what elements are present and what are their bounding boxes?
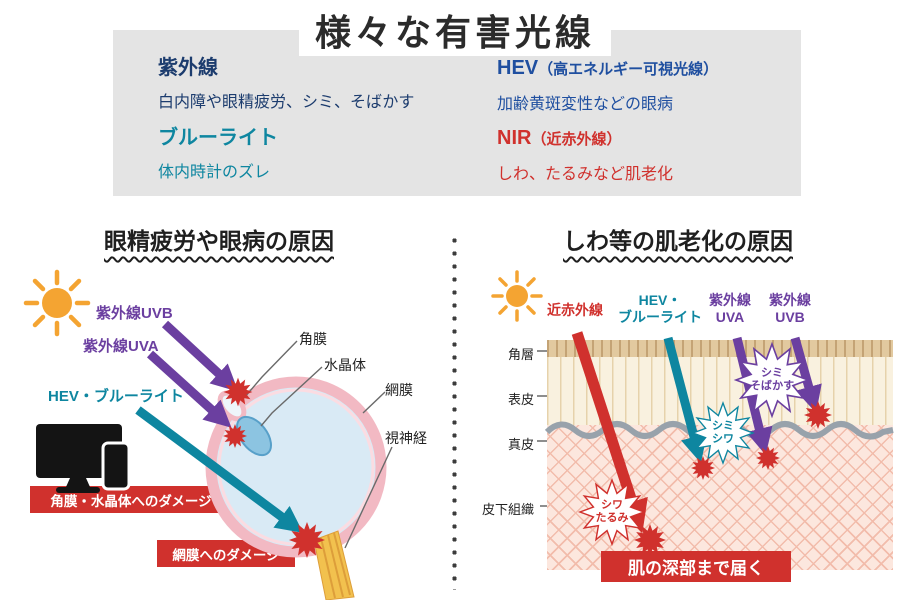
skin-depth-badge: 肌の深部まで届く xyxy=(601,551,791,582)
eye-diagram xyxy=(205,376,387,600)
eye-label-cornea: 角膜 xyxy=(299,331,327,347)
ray-label-line: ブルーライト xyxy=(618,309,702,325)
ray-label-line: 紫外線 xyxy=(709,292,751,308)
skin-label-dermis: 真皮 xyxy=(507,437,534,452)
starburst-icon xyxy=(223,424,247,448)
eye-label-optic-nerve: 視神経 xyxy=(385,430,427,446)
damage-badge-cornea-lens: 角膜・水晶体へのダメージ xyxy=(30,486,232,513)
overview-item-name: HEV （高エネルギー可視光線） xyxy=(497,56,718,82)
optic-nerve xyxy=(313,530,355,600)
sun-icon xyxy=(23,269,91,337)
skin-layer-stratum-corneum xyxy=(547,340,893,357)
overview-item-hev: HEV （高エネルギー可視光線） 加齢黄斑変性などの眼病 xyxy=(497,56,718,114)
sun-icon xyxy=(491,270,543,322)
overview-name-text: NIR xyxy=(497,127,532,149)
overview-item-desc: 体内時計のズレ xyxy=(158,164,271,181)
overview-item-desc: 加齢黄斑変性などの眼病 xyxy=(497,96,674,113)
lens xyxy=(236,415,272,457)
skin-label-lines xyxy=(537,350,547,507)
burst-label-spots-freckles: シミ そばかす xyxy=(742,367,802,392)
ray-label-hev-bluelight: HEV・ ブルーライト xyxy=(618,292,702,326)
starburst-icon xyxy=(223,377,253,407)
burst-label-spots-wrinkles: シミ シワ xyxy=(693,420,753,445)
ray-label-uva: 紫外線 UVA xyxy=(702,292,758,326)
overview-item-name: NIR （近赤外線） xyxy=(497,126,673,152)
ray-label-hev-bluelight: HEV・ブルーライト xyxy=(48,388,184,405)
burst-label-line: シワ xyxy=(712,432,734,445)
burst-label-line: シミ xyxy=(712,420,734,432)
monitor-icon xyxy=(36,424,122,493)
dotted-divider xyxy=(452,234,457,590)
eye-label-lines xyxy=(243,340,393,549)
eye-label-lens: 水晶体 xyxy=(324,357,366,373)
uvb-arrow xyxy=(161,320,239,392)
right-section-heading: しわ等の肌老化の原因 xyxy=(563,228,793,254)
ray-label-line: 紫外線 xyxy=(769,292,811,308)
overview-item-name: ブルーライト xyxy=(158,126,278,150)
overview-item-desc: しわ、たるみなど肌老化 xyxy=(497,166,674,183)
page-title: 様々な有害光線 xyxy=(298,4,612,56)
overview-panel xyxy=(113,30,801,196)
damage-badge-retina: 網膜へのダメージ xyxy=(157,540,295,567)
overview-name-text: ブルーライト xyxy=(158,127,278,149)
ray-label-line: 近赤外線 xyxy=(547,302,603,318)
skin-layer-epidermis xyxy=(547,357,893,425)
smartphone-icon xyxy=(101,441,131,491)
overview-item-uv: 紫外線 白内障や眼精疲労、シミ、そばかす xyxy=(158,56,414,112)
skin-label-subcutis: 皮下組織 xyxy=(481,502,534,517)
ray-label-line: HEV・ xyxy=(638,292,682,308)
overview-item-name: 紫外線 xyxy=(158,56,414,80)
overview-item-nir: NIR （近赤外線） しわ、たるみなど肌老化 xyxy=(497,126,673,184)
ray-label-uva: 紫外線UVA xyxy=(83,338,159,355)
burst-label-wrinkles-sagging: シワ たるみ xyxy=(582,499,642,524)
overview-name-text: HEV xyxy=(497,57,539,79)
skin-label-stratum-corneum: 角層 xyxy=(507,347,534,362)
ray-label-uvb: 紫外線 UVB xyxy=(762,292,818,326)
overview-name-text: 紫外線 xyxy=(158,57,218,79)
skin-label-epidermis: 表皮 xyxy=(507,392,534,407)
left-section-heading: 眼精疲労や眼病の原因 xyxy=(104,228,334,254)
burst-label-line: シワ xyxy=(601,499,623,511)
skin-cross-section xyxy=(547,340,893,570)
cornea xyxy=(217,390,247,422)
ray-label-line: UVA xyxy=(715,309,745,325)
ray-label-uvb: 紫外線UVB xyxy=(96,305,173,322)
overview-item-desc: 白内障や眼精疲労、シミ、そばかす xyxy=(158,94,415,111)
burst-label-line: たるみ xyxy=(595,511,629,524)
burst-label-line: シミ xyxy=(761,367,783,379)
skin-layer-dermis-subcutis xyxy=(547,425,893,570)
burst-label-line: そばかす xyxy=(749,379,795,392)
overview-paren-text: （高エネルギー可視光線） xyxy=(538,61,719,78)
overview-paren-text: （近赤外線） xyxy=(531,131,622,148)
ray-label-nir: 近赤外線 xyxy=(540,302,610,319)
overview-item-bluelight: ブルーライト 体内時計のズレ xyxy=(158,126,278,182)
eye-label-retina: 網膜 xyxy=(385,382,413,398)
ray-label-line: UVB xyxy=(775,309,805,325)
